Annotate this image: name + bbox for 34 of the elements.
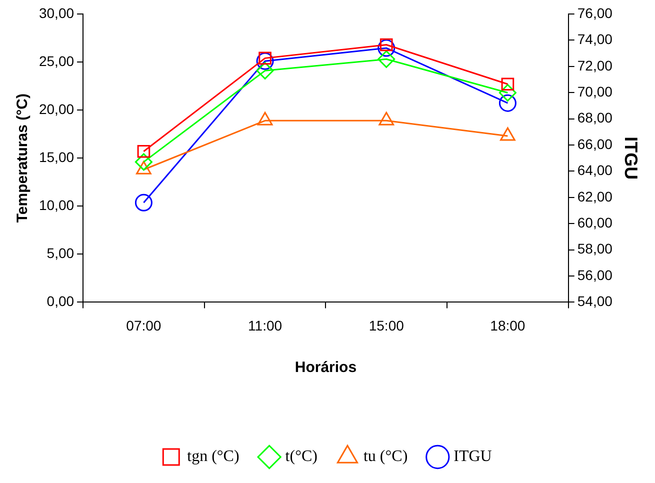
- y-tick-label: 0,00: [46, 293, 74, 310]
- point: [378, 39, 396, 57]
- y-tick-label: 15,00: [38, 148, 74, 165]
- x-tick-label: 07:00: [126, 317, 162, 334]
- y2-tick-label: 54,00: [577, 293, 613, 310]
- y-axis-title: Temperaturas (°C): [14, 94, 32, 223]
- y-tick-label: 10,00: [38, 196, 74, 213]
- legend-label: tu (°C): [363, 448, 408, 466]
- x-tick-label: 11:00: [248, 317, 282, 334]
- y2-tick-label: 70,00: [577, 83, 613, 100]
- y-tick-label: 5,00: [46, 245, 74, 262]
- y2-tick-label: 56,00: [577, 266, 613, 283]
- x-tick-label: 15:00: [368, 317, 404, 334]
- y-tick-label: 25,00: [38, 52, 74, 69]
- y2-tick-label: 66,00: [577, 136, 613, 152]
- point: [134, 194, 152, 212]
- y2-tick-label: 74,00: [577, 31, 613, 48]
- y2-tick-label: 62,00: [577, 188, 613, 204]
- legend-label: ITGU: [454, 448, 492, 466]
- y2-tick-label: 68,00: [577, 110, 613, 126]
- x-tick-label: 18:00: [490, 317, 526, 334]
- y2-tick-label: 64,00: [577, 162, 613, 178]
- x-axis-title: Horários: [294, 359, 357, 376]
- y-tick-label: 20,00: [38, 100, 74, 117]
- y2-tick-label: 60,00: [577, 214, 613, 230]
- y2-axis-title: ITGU: [621, 136, 642, 180]
- y2-tick-label: 76,00: [577, 4, 613, 21]
- legend-label: t(°C): [285, 448, 318, 466]
- legend-label: tgn (°C): [187, 448, 240, 466]
- y2-tick-label: 58,00: [577, 240, 613, 257]
- point: [498, 94, 516, 112]
- point: [256, 52, 274, 70]
- y2-tick-label: 72,00: [577, 57, 613, 74]
- y-tick-label: 30,00: [38, 4, 74, 21]
